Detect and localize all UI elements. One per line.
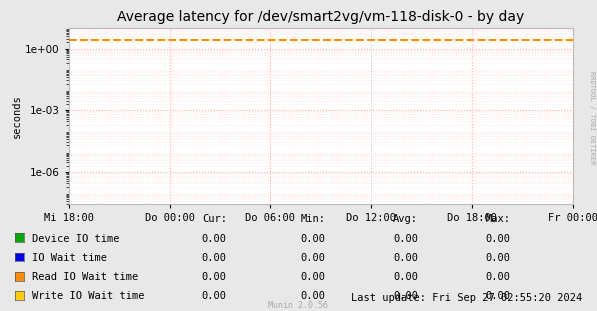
- Text: Min:: Min:: [300, 214, 325, 224]
- Text: 0.00: 0.00: [300, 253, 325, 263]
- Text: 0.00: 0.00: [202, 253, 227, 263]
- Text: 0.00: 0.00: [202, 234, 227, 244]
- Text: 0.00: 0.00: [485, 291, 510, 301]
- Y-axis label: seconds: seconds: [12, 94, 22, 138]
- Text: 0.00: 0.00: [202, 272, 227, 282]
- Text: 0.00: 0.00: [300, 291, 325, 301]
- Text: 0.00: 0.00: [485, 234, 510, 244]
- Text: 0.00: 0.00: [393, 291, 418, 301]
- Text: 0.00: 0.00: [300, 272, 325, 282]
- Text: IO Wait time: IO Wait time: [32, 253, 107, 263]
- Text: 0.00: 0.00: [393, 234, 418, 244]
- Text: 0.00: 0.00: [202, 291, 227, 301]
- Text: 0.00: 0.00: [300, 234, 325, 244]
- Text: RRDTOOL / TOBI OETIKER: RRDTOOL / TOBI OETIKER: [589, 72, 595, 165]
- Text: 0.00: 0.00: [485, 253, 510, 263]
- Text: Device IO time: Device IO time: [32, 234, 119, 244]
- Title: Average latency for /dev/smart2vg/vm-118-disk-0 - by day: Average latency for /dev/smart2vg/vm-118…: [117, 10, 525, 24]
- Text: Munin 2.0.56: Munin 2.0.56: [269, 301, 328, 310]
- Text: Cur:: Cur:: [202, 214, 227, 224]
- Text: 0.00: 0.00: [485, 272, 510, 282]
- Text: Write IO Wait time: Write IO Wait time: [32, 291, 144, 301]
- Text: Avg:: Avg:: [393, 214, 418, 224]
- Text: Read IO Wait time: Read IO Wait time: [32, 272, 138, 282]
- Text: Last update: Fri Sep 27 02:55:20 2024: Last update: Fri Sep 27 02:55:20 2024: [351, 293, 582, 303]
- Text: 0.00: 0.00: [393, 253, 418, 263]
- Text: 0.00: 0.00: [393, 272, 418, 282]
- Text: Max:: Max:: [485, 214, 510, 224]
